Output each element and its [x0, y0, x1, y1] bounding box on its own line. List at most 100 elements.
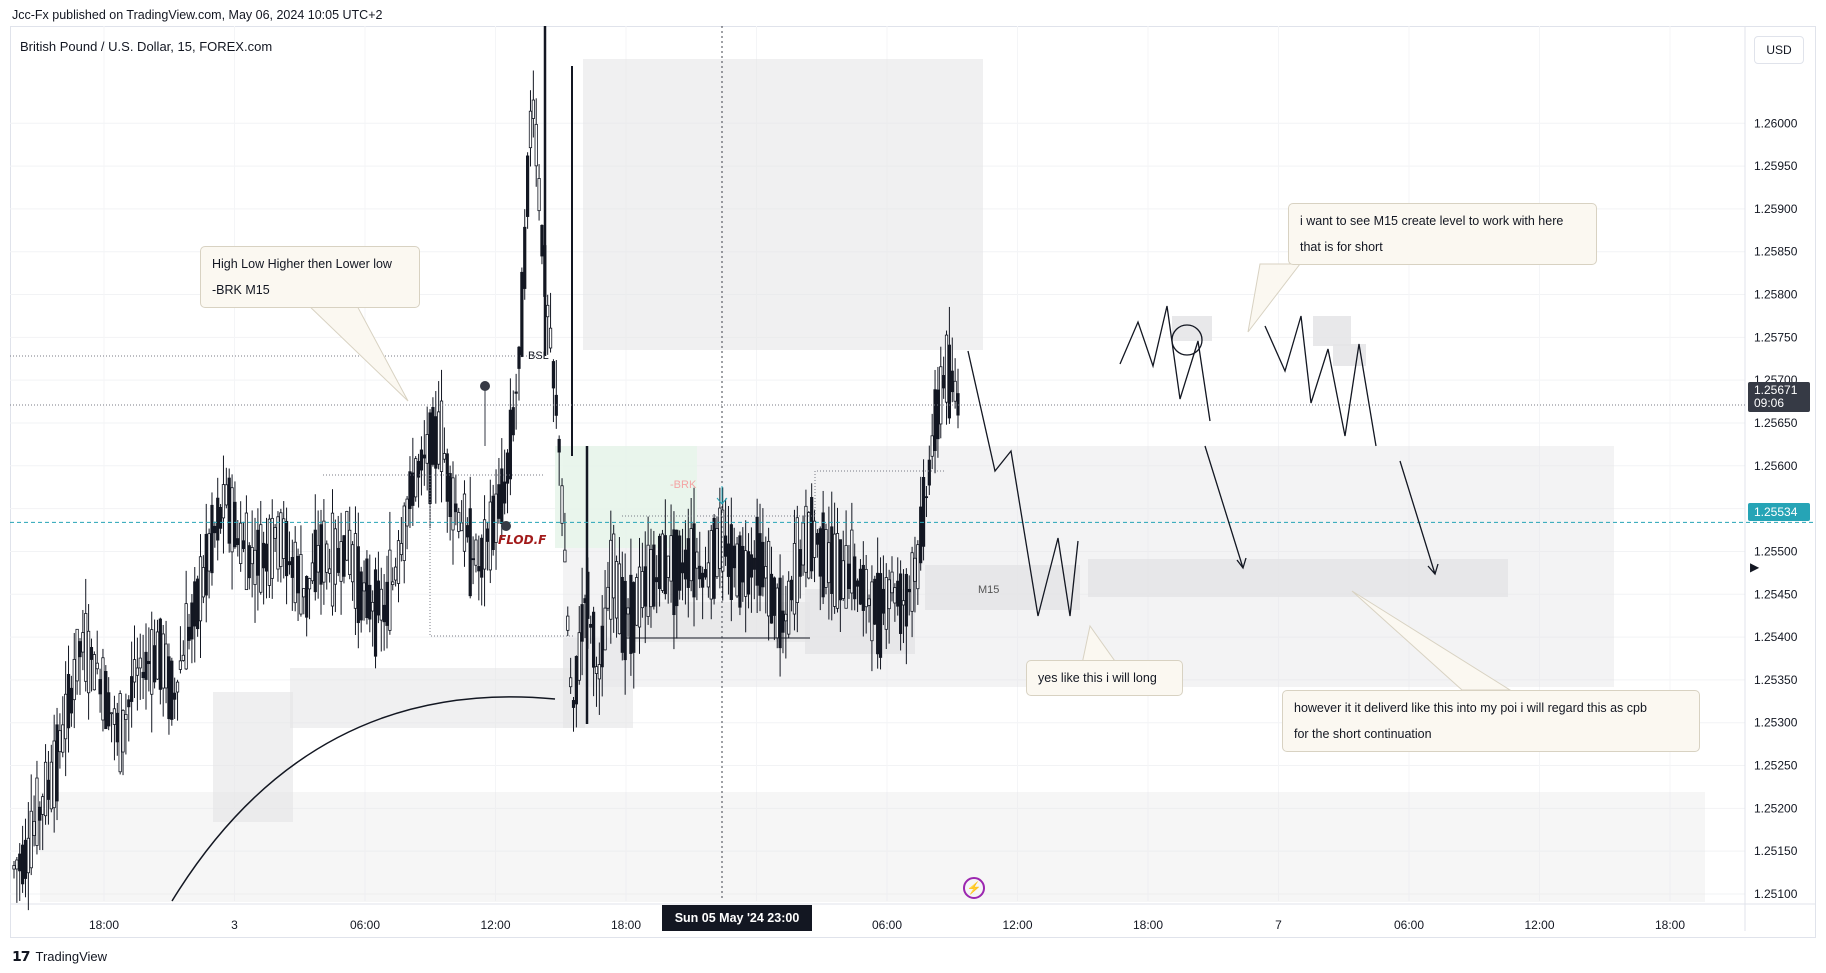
- candle-body: [652, 544, 656, 607]
- candle-body: [629, 574, 633, 654]
- candle-body: [474, 539, 478, 566]
- candle-body: [43, 761, 48, 817]
- tradingview-brand[interactable]: 𝟭𝟳 TradingView: [12, 948, 107, 965]
- candle-body: [87, 630, 91, 694]
- candle-body: [173, 692, 177, 700]
- arrow-down-b: [1399, 460, 1439, 576]
- y-tick-label: 1.25850: [1754, 245, 1798, 259]
- candle-body: [250, 547, 254, 565]
- candle-body: [675, 529, 679, 607]
- candle-body: [503, 481, 507, 504]
- candle-body: [858, 568, 863, 605]
- candle-body: [890, 571, 894, 594]
- candle-body: [365, 558, 369, 619]
- symbol-title: British Pound / U.S. Dollar, 15, FOREX.c…: [20, 39, 273, 54]
- candle-body: [523, 226, 527, 289]
- candle-body: [861, 564, 865, 611]
- candle-body: [152, 645, 157, 683]
- candle-body: [104, 671, 108, 730]
- candle-body: [632, 582, 636, 653]
- candle-body: [517, 346, 521, 369]
- candle-body: [614, 561, 619, 619]
- candle-body: [167, 656, 171, 720]
- candle-body: [78, 641, 82, 658]
- lightning-icon[interactable]: ⚡: [963, 877, 985, 899]
- y-tick-label: 1.25750: [1754, 330, 1798, 344]
- x-tick-label: 06:00: [1394, 918, 1424, 932]
- y-tick-label: 1.26000: [1754, 116, 1798, 130]
- candle-body: [161, 633, 165, 689]
- candle-body: [603, 607, 607, 651]
- price-chart[interactable]: 1.26000 1.25950 1.25900 1.25850 1.25800 1.257…: [10, 26, 1816, 938]
- candle-body: [155, 631, 160, 680]
- candle-body: [812, 520, 817, 558]
- zone-box: [583, 59, 983, 350]
- candle-body: [356, 546, 360, 624]
- drawings: [10, 26, 1816, 902]
- candle-body: [405, 498, 409, 527]
- candle-body: [488, 501, 492, 571]
- current-price-value: 1.25671: [1754, 383, 1798, 397]
- candle-body: [758, 533, 762, 596]
- zone-box: [213, 692, 293, 822]
- candle-body: [827, 542, 831, 584]
- candle-body: [528, 110, 533, 149]
- candle-body: [178, 660, 183, 670]
- zone-box: [563, 638, 633, 728]
- currency-button[interactable]: USD: [1754, 36, 1804, 64]
- play-icon[interactable]: ▶: [1750, 560, 1760, 574]
- candle-body: [494, 493, 498, 543]
- candle-body: [89, 647, 94, 660]
- candle-body: [181, 654, 185, 661]
- candle-body: [445, 453, 449, 502]
- candle-body: [703, 569, 708, 578]
- y-tick-label: 1.25800: [1754, 288, 1798, 302]
- candle-body: [721, 509, 725, 572]
- candle-body: [84, 613, 88, 682]
- candle-body: [376, 580, 381, 616]
- candle-body: [749, 554, 754, 578]
- projection-b: [1264, 315, 1377, 447]
- candle-body: [881, 588, 885, 614]
- candle-body: [213, 525, 217, 534]
- candle-body: [597, 664, 601, 680]
- m15-label: M15: [978, 584, 1000, 596]
- candle-body: [666, 555, 670, 578]
- candle-body: [414, 458, 418, 498]
- candle-body: [276, 516, 280, 570]
- candle-body: [876, 572, 880, 655]
- candle-body: [322, 520, 326, 583]
- candle-body: [835, 533, 840, 609]
- candle-body: [121, 709, 125, 753]
- note-cpb[interactable]: however it it deliverd like this into my…: [1282, 690, 1700, 752]
- candle-body: [98, 679, 102, 695]
- candle-body: [787, 580, 791, 635]
- candle-body: [273, 527, 277, 539]
- candle-body: [899, 573, 903, 634]
- candle-body: [164, 643, 168, 689]
- candle-body: [511, 407, 515, 436]
- candle-body: [23, 839, 28, 879]
- candle-body: [953, 380, 957, 402]
- x-tick-label: 18:00: [1655, 918, 1685, 932]
- candle-body: [933, 389, 937, 451]
- candle-body: [847, 563, 851, 589]
- candle-body: [262, 542, 266, 569]
- note-long[interactable]: yes like this i will long: [1026, 660, 1183, 696]
- candle-body: [612, 533, 616, 599]
- note-m15-level[interactable]: i want to see M15 create level to work w…: [1288, 203, 1597, 265]
- candle-body: [591, 611, 596, 668]
- candle-body: [867, 598, 871, 606]
- candle-body: [411, 472, 415, 506]
- candle-body: [399, 543, 403, 556]
- candle-body: [921, 477, 926, 547]
- candle-body: [184, 603, 188, 670]
- candle-body: [508, 409, 512, 480]
- note-high-low[interactable]: High Low Higher then Lower low -BRK M15: [200, 246, 420, 308]
- callout-tail: [303, 301, 409, 402]
- candle-body: [784, 613, 788, 622]
- candle-body: [75, 628, 79, 682]
- candle-body: [919, 506, 923, 564]
- candle-body: [761, 541, 765, 588]
- candle-body: [216, 497, 220, 541]
